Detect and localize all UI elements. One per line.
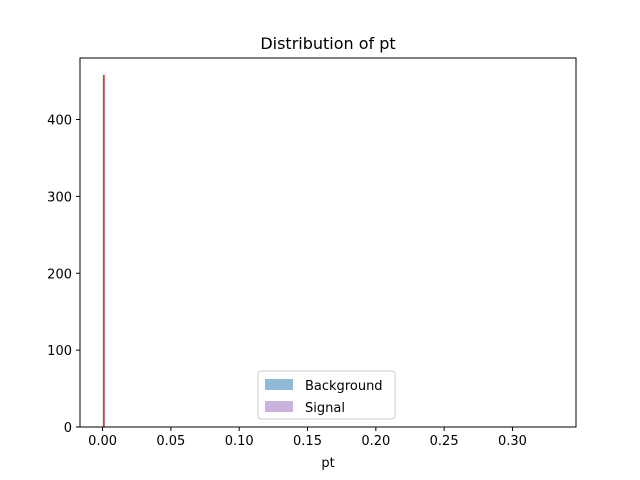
chart-title: Distribution of pt [260,34,395,53]
y-tick-label: 300 [47,190,72,205]
histogram-bars [102,74,105,427]
y-axis-ticks: 0 100 200 300 400 [47,114,80,436]
y-tick-label: 100 [47,344,72,359]
y-tick-label: 200 [47,267,72,282]
legend-label-background: Background [305,379,383,394]
y-tick-label: 400 [47,114,72,129]
x-axis-label: pt [321,456,334,471]
y-tick-label: 0 [64,421,72,436]
x-tick-label: 0.20 [361,434,390,449]
x-tick-label: 0.05 [156,434,185,449]
x-tick-label: 0.00 [88,434,117,449]
legend-label-signal: Signal [305,401,345,416]
x-tick-label: 0.25 [430,434,459,449]
x-tick-label: 0.30 [498,434,527,449]
plot-frame [79,57,577,428]
x-tick-label: 0.10 [225,434,254,449]
legend-swatch-background [265,379,293,390]
x-axis-ticks: 0.00 0.05 0.10 0.15 0.20 0.25 0.30 [88,427,527,449]
legend: Background Signal [257,370,396,420]
x-tick-label: 0.15 [293,434,322,449]
legend-swatch-signal [265,401,293,412]
